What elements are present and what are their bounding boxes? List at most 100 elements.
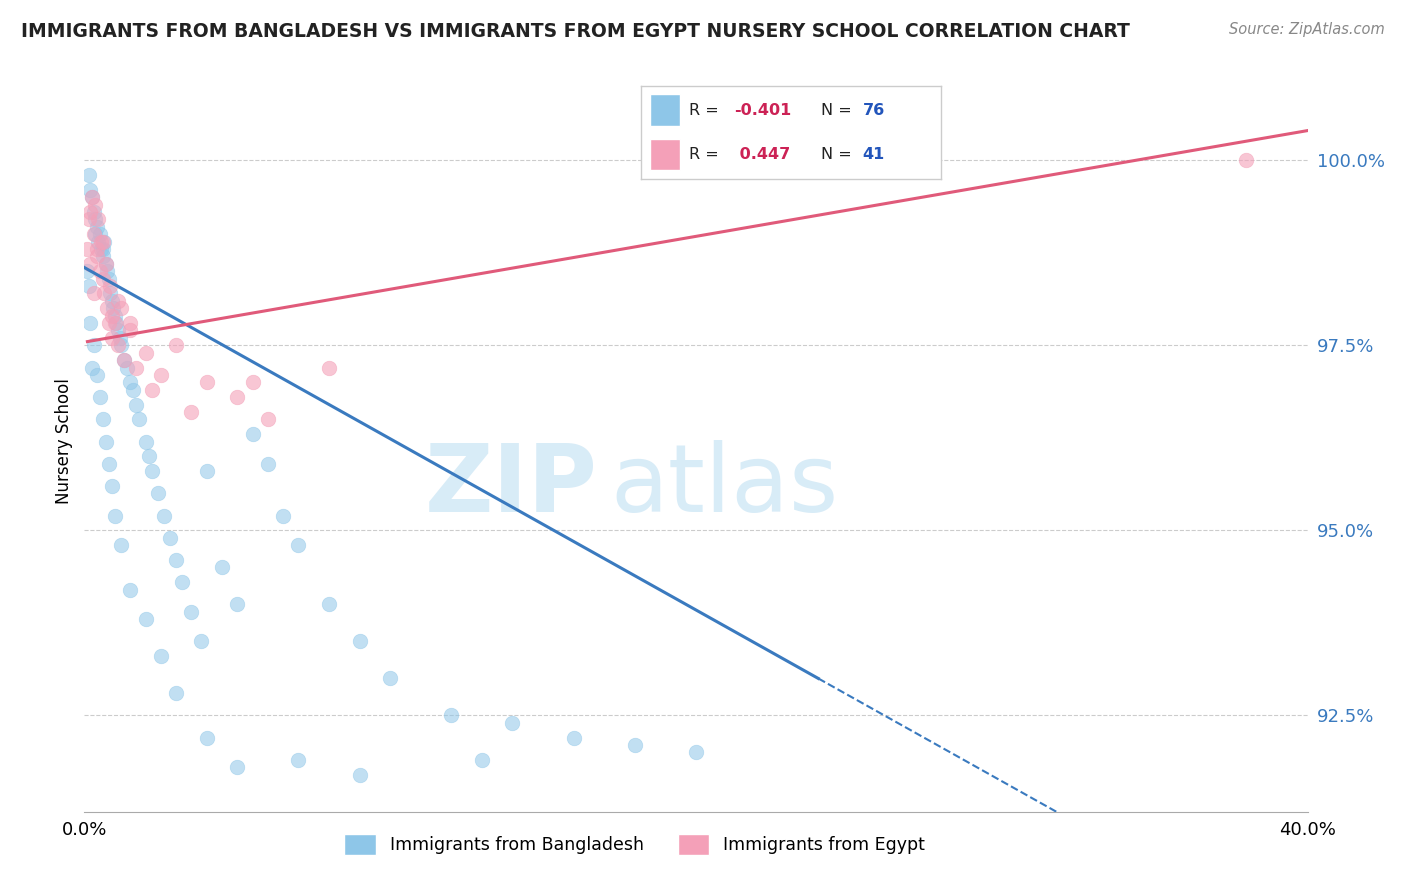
Legend: Immigrants from Bangladesh, Immigrants from Egypt: Immigrants from Bangladesh, Immigrants f…	[337, 827, 932, 863]
Point	[242, 427, 264, 442]
Point	[79, 257, 101, 271]
Point	[135, 345, 157, 359]
Point	[77, 212, 100, 227]
Point	[180, 605, 202, 619]
Point	[138, 450, 160, 464]
Point	[165, 553, 187, 567]
Point	[86, 242, 108, 256]
Point	[84, 212, 107, 227]
Point	[685, 746, 707, 760]
Point	[79, 316, 101, 330]
Point	[98, 286, 121, 301]
Y-axis label: Nursery School: Nursery School	[55, 378, 73, 505]
Point	[146, 486, 169, 500]
Point	[80, 190, 103, 204]
Point	[101, 331, 124, 345]
Point	[91, 242, 114, 256]
Point	[110, 338, 132, 352]
Point	[172, 575, 194, 590]
Point	[128, 412, 150, 426]
Point	[94, 257, 117, 271]
Point	[125, 360, 148, 375]
Point	[91, 271, 114, 285]
Point	[77, 168, 100, 182]
Point	[94, 434, 117, 449]
Point	[226, 760, 249, 774]
Text: atlas: atlas	[610, 440, 838, 532]
Point	[211, 560, 233, 574]
Point	[90, 235, 112, 249]
Point	[104, 508, 127, 523]
Point	[83, 338, 105, 352]
Point	[110, 301, 132, 316]
Point	[101, 293, 124, 308]
Point	[104, 316, 127, 330]
Point	[91, 250, 114, 264]
Point	[112, 353, 135, 368]
Point	[120, 376, 142, 390]
Point	[624, 738, 647, 752]
Point	[80, 360, 103, 375]
Point	[79, 205, 101, 219]
Point	[120, 316, 142, 330]
Point	[195, 731, 218, 745]
Point	[93, 235, 115, 249]
Point	[94, 257, 117, 271]
Point	[112, 353, 135, 368]
Point	[195, 376, 218, 390]
Point	[120, 582, 142, 597]
Point	[271, 508, 294, 523]
Point	[110, 538, 132, 552]
Point	[86, 219, 108, 234]
Point	[83, 227, 105, 242]
Point	[242, 376, 264, 390]
Text: Source: ZipAtlas.com: Source: ZipAtlas.com	[1229, 22, 1385, 37]
Point	[84, 197, 107, 211]
Point	[84, 227, 107, 242]
Point	[98, 279, 121, 293]
Point	[107, 293, 129, 308]
Point	[471, 753, 494, 767]
Point	[318, 598, 340, 612]
Point	[165, 338, 187, 352]
Point	[91, 235, 114, 249]
Point	[107, 338, 129, 352]
Point	[89, 390, 111, 404]
Point	[80, 190, 103, 204]
Point	[76, 242, 98, 256]
Point	[105, 316, 128, 330]
Point	[180, 405, 202, 419]
Point	[159, 531, 181, 545]
Point	[125, 398, 148, 412]
Point	[122, 383, 145, 397]
Point	[83, 205, 105, 219]
Point	[101, 479, 124, 493]
Point	[89, 264, 111, 278]
Point	[287, 753, 309, 767]
Point	[101, 309, 124, 323]
Point	[107, 324, 129, 338]
Point	[86, 368, 108, 382]
Point	[104, 309, 127, 323]
Point	[287, 538, 309, 552]
Text: ZIP: ZIP	[425, 440, 598, 532]
Point	[141, 383, 163, 397]
Point	[195, 464, 218, 478]
Point	[349, 634, 371, 648]
Point	[77, 279, 100, 293]
Point	[93, 286, 115, 301]
Point	[103, 301, 125, 316]
Point	[141, 464, 163, 478]
Point	[1236, 153, 1258, 168]
Point	[257, 412, 280, 426]
Point	[108, 331, 131, 345]
Point	[190, 634, 212, 648]
Point	[226, 390, 249, 404]
Point	[97, 457, 120, 471]
Point	[89, 227, 111, 242]
Point	[165, 686, 187, 700]
Point	[226, 598, 249, 612]
Point	[380, 672, 402, 686]
Point	[83, 286, 105, 301]
Text: IMMIGRANTS FROM BANGLADESH VS IMMIGRANTS FROM EGYPT NURSERY SCHOOL CORRELATION C: IMMIGRANTS FROM BANGLADESH VS IMMIGRANTS…	[21, 22, 1130, 41]
